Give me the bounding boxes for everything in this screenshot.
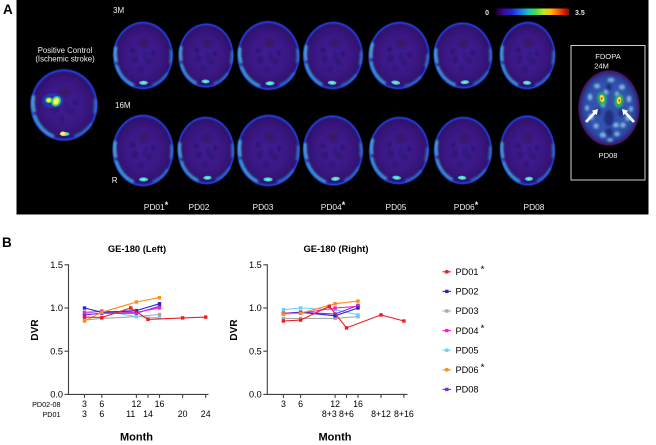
svg-text:PD01: PD01 bbox=[43, 410, 61, 419]
svg-text:PD01*: PD01* bbox=[456, 265, 485, 278]
svg-text:3: 3 bbox=[82, 409, 87, 419]
svg-text:24M: 24M bbox=[594, 62, 609, 71]
svg-text:PD08: PD08 bbox=[524, 202, 545, 212]
svg-text:14: 14 bbox=[143, 409, 153, 419]
svg-text:GE-180 (Right): GE-180 (Right) bbox=[303, 243, 368, 254]
svg-text:16M: 16M bbox=[115, 101, 131, 110]
svg-text:PD04*: PD04* bbox=[321, 200, 346, 212]
svg-text:Month: Month bbox=[319, 432, 352, 444]
svg-text:PD05: PD05 bbox=[386, 202, 407, 212]
svg-text:0.0: 0.0 bbox=[249, 390, 262, 400]
svg-text:PD03: PD03 bbox=[253, 202, 274, 212]
svg-text:(Ischemic stroke): (Ischemic stroke) bbox=[35, 54, 95, 63]
svg-text:PD03: PD03 bbox=[456, 306, 479, 316]
svg-text:0.5: 0.5 bbox=[50, 346, 63, 356]
svg-text:6: 6 bbox=[298, 399, 303, 409]
svg-text:R: R bbox=[112, 176, 118, 185]
svg-text:GE-180 (Left): GE-180 (Left) bbox=[108, 243, 166, 254]
svg-text:PD05: PD05 bbox=[456, 345, 479, 355]
svg-text:1.5: 1.5 bbox=[50, 260, 63, 270]
svg-text:FDOPA: FDOPA bbox=[595, 52, 622, 61]
svg-text:12: 12 bbox=[132, 399, 142, 409]
svg-text:PD01*: PD01* bbox=[144, 200, 169, 212]
svg-text:8+3: 8+3 bbox=[322, 409, 337, 419]
svg-text:PD02-08: PD02-08 bbox=[32, 400, 60, 409]
svg-text:PD06*: PD06* bbox=[456, 363, 485, 376]
svg-text:PD02: PD02 bbox=[189, 202, 210, 212]
svg-text:1.0: 1.0 bbox=[50, 303, 63, 313]
svg-text:PD02: PD02 bbox=[456, 287, 479, 297]
svg-text:8+16: 8+16 bbox=[394, 409, 414, 419]
svg-text:8+12: 8+12 bbox=[371, 409, 391, 419]
svg-text:A: A bbox=[3, 2, 13, 17]
svg-text:6: 6 bbox=[99, 399, 104, 409]
svg-text:Month: Month bbox=[120, 432, 153, 444]
svg-text:3: 3 bbox=[82, 399, 87, 409]
svg-text:3.5: 3.5 bbox=[575, 10, 585, 17]
svg-text:DVR: DVR bbox=[30, 319, 41, 341]
svg-text:0: 0 bbox=[485, 10, 489, 17]
svg-text:1.0: 1.0 bbox=[249, 303, 262, 313]
svg-text:PD08: PD08 bbox=[599, 151, 618, 160]
svg-text:6: 6 bbox=[99, 409, 104, 419]
svg-text:DVR: DVR bbox=[229, 319, 240, 341]
svg-text:3: 3 bbox=[281, 399, 286, 409]
svg-text:11: 11 bbox=[126, 409, 135, 419]
svg-text:PD04*: PD04* bbox=[456, 323, 485, 336]
svg-text:16: 16 bbox=[353, 399, 363, 409]
svg-text:3M: 3M bbox=[113, 6, 124, 15]
svg-text:16: 16 bbox=[155, 399, 165, 409]
svg-text:20: 20 bbox=[178, 409, 188, 419]
svg-text:PD08: PD08 bbox=[456, 385, 479, 395]
svg-text:PD06*: PD06* bbox=[454, 200, 479, 212]
svg-text:Positive Control: Positive Control bbox=[38, 46, 93, 55]
svg-text:24: 24 bbox=[201, 409, 211, 419]
svg-text:1.5: 1.5 bbox=[249, 260, 262, 270]
svg-text:0.0: 0.0 bbox=[50, 390, 63, 400]
svg-text:0.5: 0.5 bbox=[249, 346, 262, 356]
svg-text:8+6: 8+6 bbox=[339, 409, 354, 419]
svg-text:B: B bbox=[2, 235, 12, 250]
svg-text:12: 12 bbox=[330, 399, 340, 409]
